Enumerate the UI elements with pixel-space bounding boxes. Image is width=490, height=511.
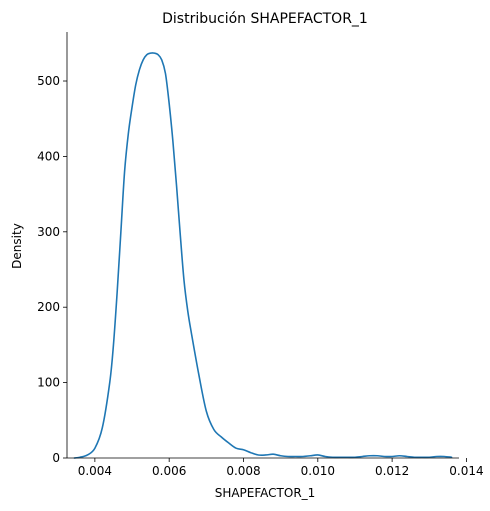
x-tick-label: 0.014 [449,464,483,478]
y-tick-label: 200 [37,300,60,314]
x-axis: 0.004 0.006 0.008 0.010 0.012 0.014 [67,457,484,478]
y-tick-label: 500 [37,74,60,88]
x-axis-label: SHAPEFACTOR_1 [215,486,316,500]
x-tick-label: 0.012 [375,464,409,478]
y-tick-label: 100 [37,376,60,390]
chart-title: Distribución SHAPEFACTOR_1 [162,11,368,27]
y-tick-label: 400 [37,149,60,163]
y-axis: 0 100 200 300 400 500 [37,32,68,465]
plot-area [73,52,453,459]
y-axis-label: Density [10,223,24,269]
y-tick-label: 0 [52,451,60,465]
density-line [73,52,453,459]
x-tick-label: 0.006 [152,464,186,478]
x-tick-label: 0.008 [226,464,260,478]
y-tick-label: 300 [37,225,60,239]
x-tick-label: 0.004 [78,464,112,478]
x-tick-label: 0.010 [301,464,335,478]
